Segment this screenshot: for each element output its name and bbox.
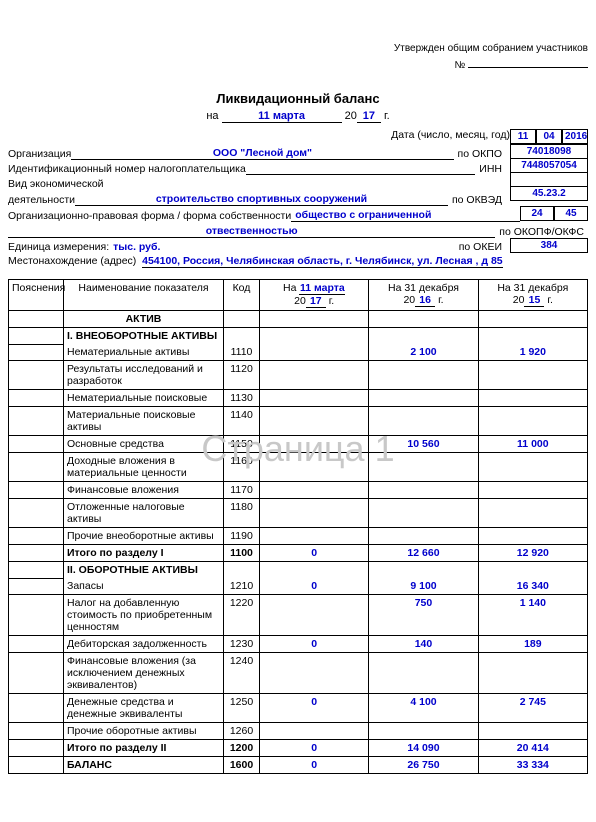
hdr-col4: На 31 декабря 2016 г.	[369, 280, 478, 311]
as-of-date: на 11 марта 2017 г.	[8, 110, 588, 123]
okei-box: 384	[510, 238, 588, 253]
table-row: Финансовые вложения1170	[9, 482, 588, 499]
activity-row: деятельности строительство спортивных со…	[8, 193, 506, 206]
table-row: Доходные вложения в материальные ценност…	[9, 453, 588, 482]
table-header-row: Пояснения Наименование показателя Код На…	[9, 280, 588, 311]
table-row: Результаты исследований и разработок1120	[9, 361, 588, 390]
table-row: Нематериальные активы11102 1001 920	[9, 344, 588, 361]
unit-row: Единица измерения: тыс. руб. по ОКЕИ	[8, 241, 506, 253]
hdr-col5: На 31 декабря 2015 г.	[478, 280, 587, 311]
table-row: Материальные поисковые активы1140	[9, 407, 588, 436]
hdr-code: Код	[224, 280, 260, 311]
legal-form-row: Организационно-правовая форма / форма со…	[8, 209, 520, 222]
date-cells: 11042016	[510, 129, 588, 144]
approval-text: Утвержден общим собранием участников	[8, 43, 588, 54]
inn-row: Идентификационный номер налогоплательщик…	[8, 163, 506, 175]
doc-number-line: №	[8, 60, 588, 71]
table-row: Нематериальные поисковые1130	[9, 390, 588, 407]
address-row: Местонахождение (адрес) 454100, Россия, …	[8, 255, 588, 267]
activity-label: Вид экономической	[8, 178, 588, 190]
org-row: Организация ООО "Лесной дом" по ОКПО	[8, 147, 506, 160]
table-row: Финансовые вложения (за исключением дене…	[9, 653, 588, 694]
table-row: Итого по разделу I1100012 66012 920	[9, 545, 588, 562]
table-row: Прочие оборотные активы1260	[9, 723, 588, 740]
table-row: Запасы121009 10016 340	[9, 578, 588, 595]
table-row: Отложенные налоговые активы1180	[9, 499, 588, 528]
table-row: Основные средства115010 56011 000	[9, 436, 588, 453]
hdr-indicator: Наименование показателя	[64, 280, 224, 311]
hdr-col3: На 11 марта 2017 г.	[260, 280, 369, 311]
table-row: БАЛАНС1600026 75033 334	[9, 757, 588, 774]
table-row: АКТИВ	[9, 311, 588, 328]
table-row: II. ОБОРОТНЫЕ АКТИВЫ	[9, 562, 588, 579]
table-row: I. ВНЕОБОРОТНЫЕ АКТИВЫ	[9, 328, 588, 345]
doc-title: Ликвидационный баланс	[8, 91, 588, 106]
table-row: Налог на добавленную стоимость по приобр…	[9, 595, 588, 636]
table-row: Прочие внеоборотные активы1190	[9, 528, 588, 545]
hdr-notes: Пояснения	[9, 280, 64, 311]
table-row: Дебиторская задолженность12300140189	[9, 636, 588, 653]
okopf-okfs-box: 2445	[520, 206, 588, 221]
date-label: Дата (число, месяц, год)	[8, 129, 584, 141]
table-row: Итого по разделу II1200014 09020 414	[9, 740, 588, 757]
legal-form-row2: отвественностью по ОКОПФ/ОКФС	[8, 225, 588, 238]
table-row: Денежные средства и денежные эквиваленты…	[9, 694, 588, 723]
codes-box: 74018098 7448057054 45.23.2	[510, 144, 588, 201]
balance-table: Пояснения Наименование показателя Код На…	[8, 279, 588, 774]
